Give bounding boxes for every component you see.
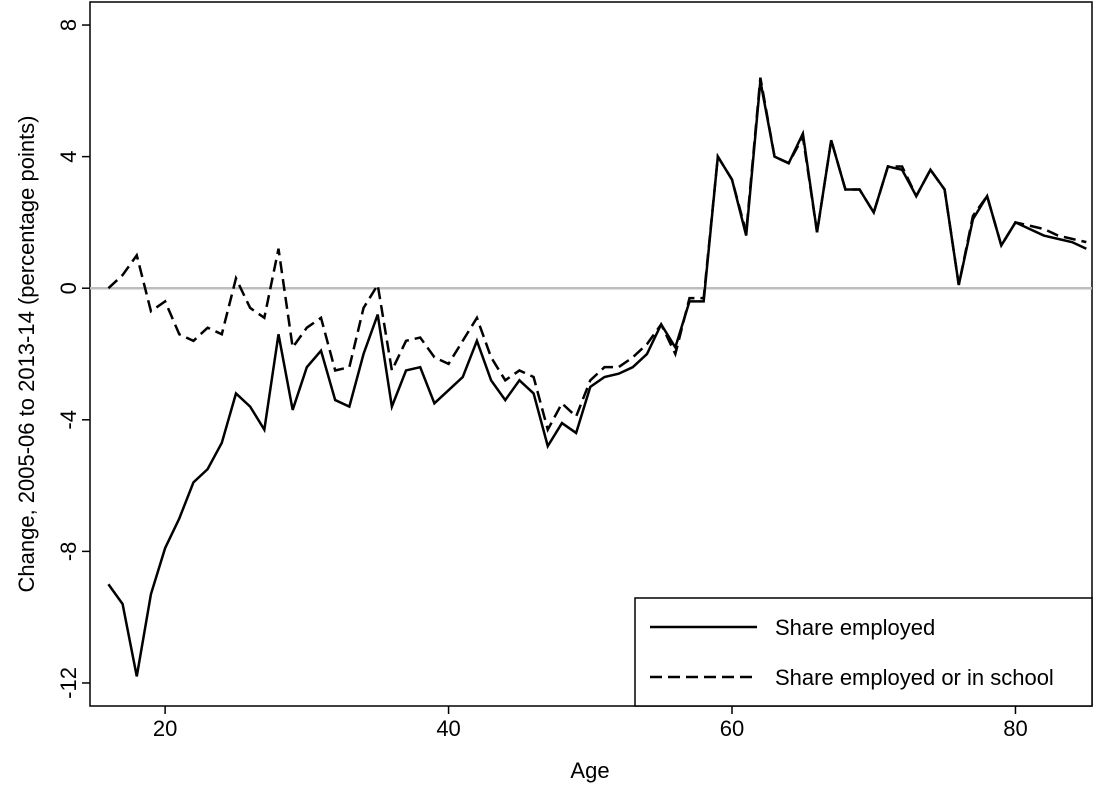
x-tick-label: 80 — [1003, 716, 1027, 741]
data-line — [107, 80, 1087, 677]
y-tick-label: -8 — [56, 542, 81, 562]
plot-frame — [89, 1, 1093, 707]
x-tick-label: 40 — [436, 716, 460, 741]
legend-box — [634, 597, 1093, 707]
y-axis-label: Change, 2005-06 to 2013-14 (percentage p… — [14, 115, 39, 592]
x-axis-label: Age — [570, 758, 609, 783]
y-tick-label: -4 — [56, 410, 81, 430]
x-tick-label: 60 — [720, 716, 744, 741]
data-line — [107, 77, 1087, 434]
y-tick-label: 0 — [56, 282, 81, 294]
x-tick-label: 20 — [153, 716, 177, 741]
legend-label: Share employed — [775, 615, 935, 640]
y-tick-label: -12 — [56, 667, 81, 699]
legend-label: Share employed or in school — [775, 665, 1054, 690]
y-tick-label: 8 — [56, 19, 81, 31]
y-tick-label: 4 — [56, 150, 81, 162]
